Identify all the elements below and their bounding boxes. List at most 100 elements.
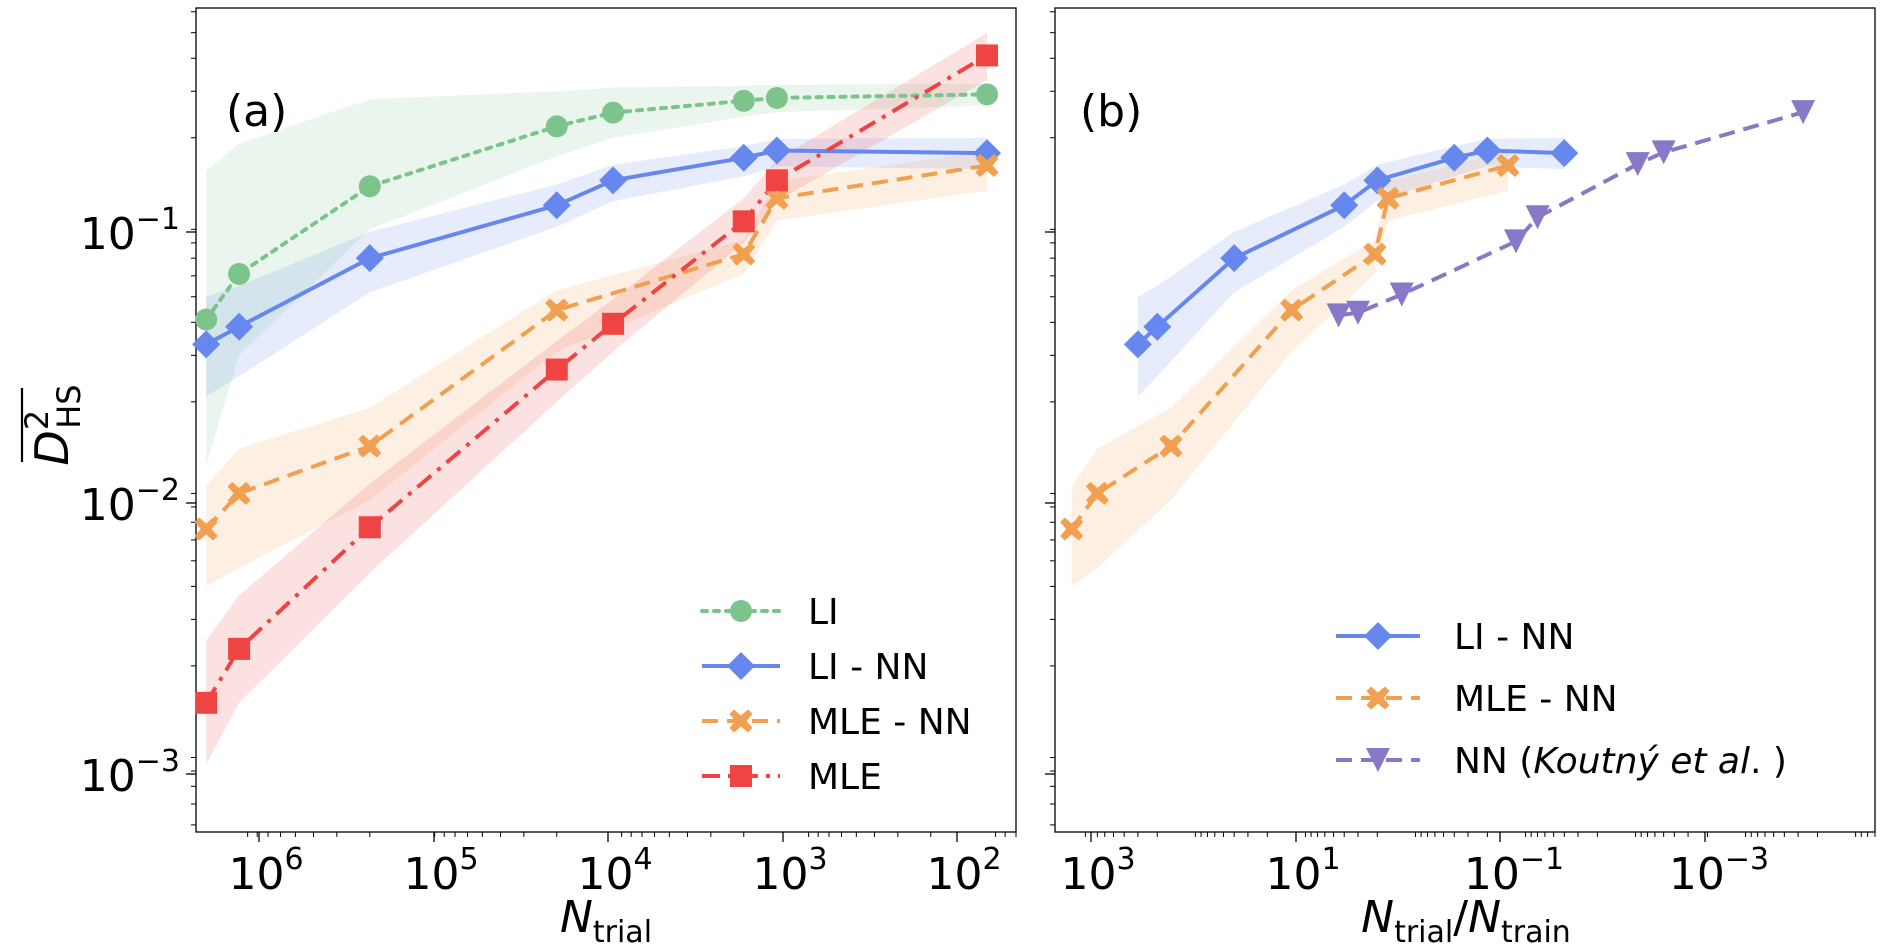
a-marker-li-nn bbox=[355, 244, 384, 273]
b-marker-mle-nn bbox=[1376, 186, 1400, 210]
a-marker-li-nn bbox=[192, 330, 221, 359]
b-marker-nn-koutn-et-al bbox=[1651, 140, 1676, 165]
a-marker-mle-nn bbox=[227, 481, 251, 505]
b-marker-li-nn bbox=[1473, 136, 1502, 165]
panel-a-x-minor-ticks bbox=[247, 832, 1017, 837]
b-marker-li-nn bbox=[1330, 191, 1359, 220]
a-band-mle-nn bbox=[206, 151, 987, 587]
b-marker-mle-nn bbox=[1280, 298, 1304, 322]
a-marker-mle-nn bbox=[545, 298, 569, 322]
a-marker-li bbox=[976, 83, 999, 106]
y-axis-label-text: D2HS bbox=[18, 384, 88, 465]
panel-a-xtick-label-3: 104 bbox=[577, 842, 652, 900]
b-marker-li-nn bbox=[1123, 330, 1152, 359]
b-legend-marker-mle-nn bbox=[1366, 686, 1390, 710]
panel-b: (b) 103 101 10−1 10−3 Ntrial/Ntrain LI -… bbox=[1045, 7, 1876, 945]
panel-b-series-markers bbox=[1060, 100, 1816, 541]
b-marker-li-nn bbox=[1143, 312, 1172, 341]
a-marker-li bbox=[545, 115, 568, 138]
a-marker-li-nn bbox=[762, 136, 791, 165]
a-marker-mle bbox=[765, 169, 788, 192]
b-marker-mle-nn bbox=[1363, 242, 1387, 266]
a-marker-li bbox=[358, 175, 381, 198]
y-axis-label: D2HS bbox=[18, 384, 88, 465]
b-legend-marker-li-nn bbox=[1364, 622, 1392, 650]
panel-a-legend: LI LI - NN MLE - NN MLE bbox=[700, 592, 972, 798]
panel-a-legend-label-1: LI bbox=[808, 592, 839, 633]
a-marker-li-nn bbox=[542, 191, 571, 220]
a-marker-li-nn bbox=[729, 143, 758, 172]
a-marker-li bbox=[195, 308, 218, 331]
b-marker-mle-nn bbox=[1060, 517, 1084, 541]
a-marker-li bbox=[602, 101, 625, 124]
panel-b-label: (b) bbox=[1080, 86, 1142, 137]
a-marker-mle bbox=[602, 312, 625, 335]
b-marker-nn-koutn-et-al bbox=[1326, 303, 1351, 328]
panel-a-ytick-label-1: 10−1 bbox=[80, 202, 180, 260]
a-marker-mle-nn bbox=[765, 186, 789, 210]
a-marker-mle bbox=[732, 210, 755, 233]
panel-a-xtick-label-5: 102 bbox=[926, 842, 1001, 900]
a-marker-mle-nn bbox=[194, 517, 218, 541]
b-band-mle-nn bbox=[1071, 151, 1508, 587]
a-band-mle bbox=[206, 32, 987, 764]
panel-a-series-markers bbox=[192, 44, 1002, 714]
panel-b-y-minor-ticks bbox=[1050, 11, 1055, 826]
a-marker-li bbox=[228, 262, 251, 285]
b-marker-mle-nn bbox=[1496, 154, 1520, 178]
b-legend-marker-nn-koutn-et-al bbox=[1366, 748, 1390, 772]
b-marker-nn-koutn-et-al bbox=[1345, 300, 1370, 325]
a-legend-marker-li-nn bbox=[727, 652, 755, 680]
b-marker-nn-koutn-et-al bbox=[1389, 282, 1414, 307]
a-legend-marker-mle-nn bbox=[729, 709, 753, 733]
panel-a-xtick-label-2: 105 bbox=[403, 842, 478, 900]
panel-b-x-minor-ticks bbox=[1084, 832, 1876, 837]
panel-a-xtick-label-4: 103 bbox=[752, 842, 827, 900]
a-marker-mle bbox=[545, 358, 568, 381]
panel-b-legend-marks bbox=[1336, 622, 1420, 772]
a-marker-mle-nn bbox=[358, 434, 382, 458]
panel-a-label: (a) bbox=[226, 86, 287, 137]
panel-a-legend-label-2: LI - NN bbox=[808, 647, 928, 688]
a-band-li bbox=[206, 83, 987, 466]
panel-b-xtick-label-1: 103 bbox=[1060, 842, 1135, 900]
b-marker-li-nn bbox=[1363, 166, 1392, 195]
panel-a-legend-label-4: MLE bbox=[808, 757, 882, 798]
b-marker-mle-nn bbox=[1159, 434, 1183, 458]
a-marker-li bbox=[765, 86, 788, 109]
b-marker-nn-koutn-et-al bbox=[1525, 205, 1550, 230]
a-marker-mle bbox=[358, 516, 381, 539]
a-legend-marker-li bbox=[730, 600, 752, 622]
panel-b-legend-label-3: NN (Koutný et al. ) bbox=[1454, 741, 1787, 782]
a-legend-marker-mle bbox=[730, 765, 752, 787]
b-marker-nn-koutn-et-al bbox=[1503, 229, 1528, 254]
panel-b-xtick-label-4: 10−3 bbox=[1669, 842, 1769, 900]
b-marker-li-nn bbox=[1440, 143, 1469, 172]
b-marker-li-nn bbox=[1550, 139, 1579, 168]
panel-b-legend-label-2: MLE - NN bbox=[1454, 679, 1618, 720]
a-marker-mle bbox=[976, 44, 999, 67]
panel-a-ytick-label-3: 10−3 bbox=[80, 744, 180, 802]
panel-b-legend: LI - NN MLE - NN NN (Koutný et al. ) bbox=[1336, 617, 1787, 782]
panel-a-y-minor-ticks bbox=[191, 11, 196, 826]
a-marker-li bbox=[732, 89, 755, 112]
b-marker-nn-koutn-et-al bbox=[1625, 152, 1650, 177]
panel-a-xtick-label-1: 106 bbox=[228, 842, 303, 900]
panel-b-frame bbox=[1054, 7, 1876, 833]
panel-a: (a) 10−1 10−2 10−3 106 105 104 103 102 N… bbox=[80, 7, 1017, 945]
panel-a-x-axis-label: Ntrial bbox=[560, 892, 652, 945]
panel-a-ytick-label-2: 10−2 bbox=[80, 473, 180, 531]
a-marker-mle-nn bbox=[732, 242, 756, 266]
b-marker-li-nn bbox=[1220, 244, 1249, 273]
b-marker-mle-nn bbox=[1085, 481, 1109, 505]
a-marker-mle bbox=[195, 691, 218, 714]
panel-a-frame bbox=[195, 7, 1017, 833]
panel-b-x-axis-label: Ntrial/Ntrain bbox=[1361, 892, 1571, 945]
panel-a-legend-label-3: MLE - NN bbox=[808, 702, 972, 743]
panel-a-legend-marks bbox=[700, 600, 782, 787]
a-marker-li-nn bbox=[225, 312, 254, 341]
b-marker-nn-koutn-et-al bbox=[1791, 100, 1816, 125]
panel-b-legend-label-1: LI - NN bbox=[1454, 617, 1574, 658]
panel-b-xtick-label-3: 10−1 bbox=[1464, 842, 1564, 900]
